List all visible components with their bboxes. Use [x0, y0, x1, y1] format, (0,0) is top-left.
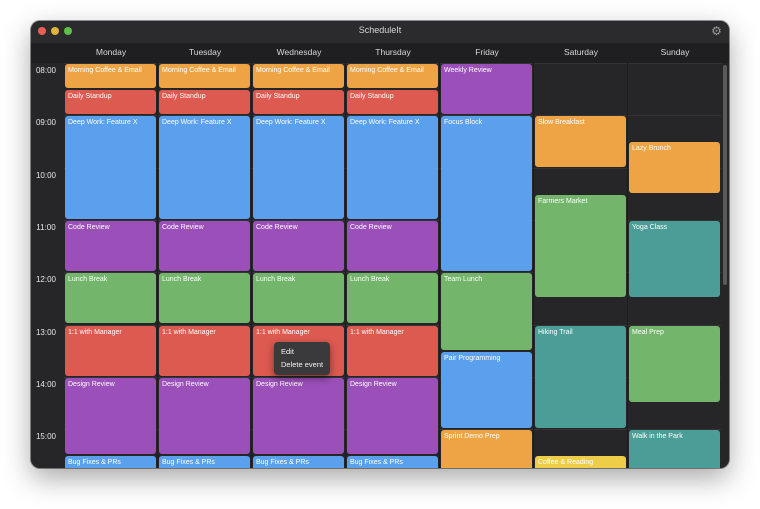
vertical-scrollbar[interactable]	[723, 65, 727, 285]
event-design-review[interactable]: Design Review	[159, 377, 250, 455]
time-label: 10:00	[35, 170, 57, 180]
event-daily-standup[interactable]: Daily Standup	[347, 90, 438, 115]
event-pair-programming[interactable]: Pair Programming	[441, 351, 532, 429]
event-deep-work-feature-x[interactable]: Deep Work: Feature X	[347, 116, 438, 219]
event-bug-fixes-prs[interactable]: Bug Fixes & PRs	[253, 456, 344, 468]
event-1-1-with-manager[interactable]: 1:1 with Manager	[159, 325, 250, 376]
hour-gridline	[64, 324, 721, 326]
event-morning-coffee-email[interactable]: Morning Coffee & Email	[65, 64, 156, 89]
gear-icon[interactable]: ⚙	[711, 24, 722, 38]
hour-gridline	[64, 376, 721, 378]
event-meal-prep[interactable]: Meal Prep	[629, 325, 720, 402]
time-label: 12:00	[35, 275, 57, 285]
zoom-window-button[interactable]	[64, 27, 72, 35]
day-header-row: Monday Tuesday Wednesday Thursday Friday Satu…	[31, 43, 729, 63]
menu-item-delete-event[interactable]: Delete event	[281, 360, 324, 369]
event-code-review[interactable]: Code Review	[65, 220, 156, 272]
minimize-window-button[interactable]	[51, 27, 59, 35]
time-label: 13:00	[35, 327, 57, 337]
event-lunch-break[interactable]: Lunch Break	[253, 273, 344, 324]
event-deep-work-feature-x[interactable]: Deep Work: Feature X	[159, 116, 250, 219]
event-bug-fixes-prs[interactable]: Bug Fixes & PRs	[159, 456, 250, 468]
hour-gridline	[64, 219, 721, 221]
event-1-1-with-manager[interactable]: 1:1 with Manager	[65, 325, 156, 376]
event-lazy-brunch[interactable]: Lazy Brunch	[629, 142, 720, 193]
event-design-review[interactable]: Design Review	[65, 377, 156, 455]
hour-gridline	[64, 272, 721, 274]
event-lunch-break[interactable]: Lunch Break	[347, 273, 438, 324]
time-label: 14:00	[35, 379, 57, 389]
day-column-divider	[251, 63, 252, 468]
event-yoga-class[interactable]: Yoga Class	[629, 220, 720, 298]
event-design-review[interactable]: Design Review	[253, 377, 344, 455]
event-coffee-reading[interactable]: Coffee & Reading	[535, 456, 626, 468]
event-morning-coffee-email[interactable]: Morning Coffee & Email	[253, 64, 344, 89]
event-code-review[interactable]: Code Review	[159, 220, 250, 272]
event-morning-coffee-email[interactable]: Morning Coffee & Email	[347, 64, 438, 89]
title-bar[interactable]: ScheduleIt ⚙	[31, 21, 729, 44]
time-label: 09:00	[35, 118, 57, 128]
day-header-thursday: Thursday	[375, 47, 411, 57]
day-column-divider	[157, 63, 158, 468]
hour-gridline	[64, 63, 721, 64]
event-code-review[interactable]: Code Review	[347, 220, 438, 272]
event-bug-fixes-prs[interactable]: Bug Fixes & PRs	[347, 456, 438, 468]
day-header-tuesday: Tuesday	[188, 47, 222, 57]
event-deep-work-feature-x[interactable]: Deep Work: Feature X	[65, 116, 156, 219]
event-code-review[interactable]: Code Review	[253, 220, 344, 272]
day-column-divider	[533, 63, 534, 468]
day-header-monday: Monday	[95, 47, 127, 57]
day-column-divider	[439, 63, 440, 468]
time-label: 08:00	[35, 66, 57, 75]
event-design-review[interactable]: Design Review	[347, 377, 438, 455]
event-team-lunch[interactable]: Team Lunch	[441, 273, 532, 350]
menu-item-edit[interactable]: Edit	[281, 347, 294, 356]
event-deep-work-feature-x[interactable]: Deep Work: Feature X	[253, 116, 344, 219]
day-header-sunday: Sunday	[660, 47, 690, 57]
day-header-friday: Friday	[475, 47, 499, 57]
time-label: 11:00	[36, 222, 56, 232]
event-1-1-with-manager[interactable]: 1:1 with Manager	[347, 325, 438, 376]
event-walk-in-the-park[interactable]: Walk in the Park	[629, 430, 720, 468]
window-title: ScheduleIt	[358, 25, 402, 35]
event-sprint-demo-prep[interactable]: Sprint Demo Prep	[441, 430, 532, 468]
event-weekly-review[interactable]: Weekly Review	[441, 64, 532, 115]
event-lunch-break[interactable]: Lunch Break	[159, 273, 250, 324]
day-column-divider	[345, 63, 346, 468]
hour-gridline	[64, 115, 721, 117]
time-label: 15:00	[35, 432, 57, 442]
event-hiking-trail[interactable]: Hiking Trail	[535, 325, 626, 429]
event-farmers-market[interactable]: Farmers Market	[535, 194, 626, 298]
event-morning-coffee-email[interactable]: Morning Coffee & Email	[159, 64, 250, 89]
day-header-saturday: Saturday	[563, 47, 599, 57]
event-daily-standup[interactable]: Daily Standup	[253, 90, 344, 115]
day-header-wednesday: Wednesday	[276, 47, 322, 57]
calendar-grid[interactable]: 08:00 09:00 10:00 11:00 12:00 13:00 14:00 15:00…	[31, 63, 729, 468]
event-lunch-break[interactable]: Lunch Break	[65, 273, 156, 324]
event-daily-standup[interactable]: Daily Standup	[65, 90, 156, 115]
close-window-button[interactable]	[38, 27, 46, 35]
event-daily-standup[interactable]: Daily Standup	[159, 90, 250, 115]
day-column-divider	[627, 63, 628, 468]
event-focus-block[interactable]: Focus Block	[441, 116, 532, 272]
event-slow-breakfast[interactable]: Slow Breakfast	[535, 116, 626, 167]
event-bug-fixes-prs[interactable]: Bug Fixes & PRs	[65, 456, 156, 468]
app-window: ScheduleIt ⚙ Monday Tuesday Wednesday Thurs…	[31, 21, 729, 468]
event-context-menu: Edit Delete event	[274, 342, 330, 375]
